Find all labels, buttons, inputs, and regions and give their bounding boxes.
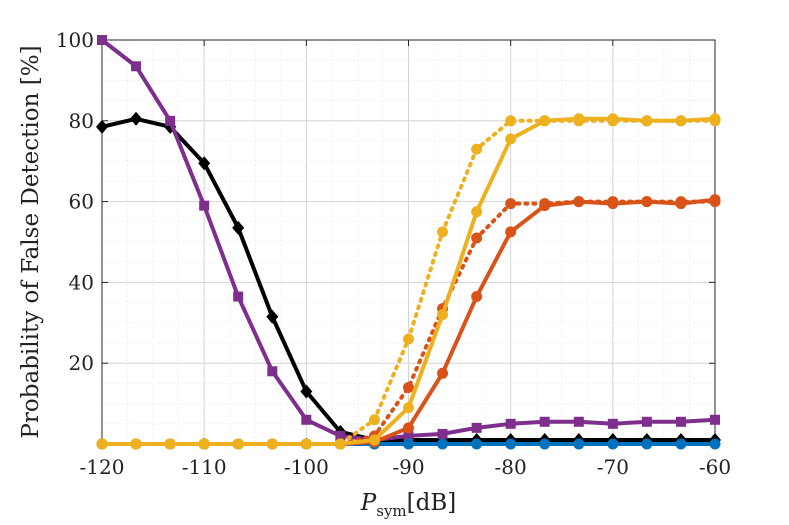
data-point <box>505 418 516 429</box>
data-point <box>505 198 517 210</box>
data-point <box>505 133 517 145</box>
data-point <box>607 438 619 450</box>
data-point <box>437 428 448 439</box>
data-point <box>232 220 245 235</box>
data-point <box>471 438 483 450</box>
data-point <box>675 416 686 427</box>
data-point <box>675 198 687 210</box>
x-axis-label-symbol: P <box>360 490 377 516</box>
series-purple-square <box>97 35 720 445</box>
data-point <box>710 414 720 425</box>
data-point <box>403 430 414 441</box>
data-point <box>607 418 618 429</box>
data-point <box>573 113 585 125</box>
data-point <box>437 438 449 450</box>
data-point <box>198 156 211 171</box>
y-tick-label: 20 <box>69 351 94 375</box>
axis-ticks: -120 -110 -100 -90 -80 -70 -60 20 40 60 80 100 <box>56 28 731 479</box>
x-axis-label: Psym[dB] <box>360 490 456 520</box>
data-point <box>437 226 449 238</box>
y-axis-label: Probability of False Detection [%] <box>18 45 44 438</box>
data-point <box>539 438 551 450</box>
x-tick-label: -90 <box>392 455 424 479</box>
data-point <box>709 113 721 125</box>
data-point <box>233 291 244 302</box>
data-point <box>232 438 244 450</box>
series-layer <box>96 35 721 450</box>
data-point <box>335 430 346 441</box>
x-tick-label: -70 <box>597 455 629 479</box>
data-point <box>641 438 653 450</box>
data-point <box>471 422 482 433</box>
y-tick-label: 100 <box>56 28 94 52</box>
data-point <box>266 309 279 324</box>
data-point <box>96 119 108 134</box>
data-point <box>641 196 653 208</box>
x-tick-label: -60 <box>699 455 731 479</box>
data-point <box>368 434 380 446</box>
data-point <box>266 438 278 450</box>
data-point <box>505 438 517 450</box>
data-point <box>675 438 687 450</box>
y-tick-label: 60 <box>69 190 94 214</box>
data-point <box>471 232 483 244</box>
data-point <box>505 115 517 127</box>
data-point <box>403 333 414 345</box>
data-point <box>573 196 585 208</box>
data-point <box>300 438 312 450</box>
data-point <box>675 115 687 127</box>
data-point <box>539 416 550 427</box>
x-axis-label-subscript: sym <box>376 502 406 520</box>
data-point <box>334 438 346 450</box>
data-point <box>471 291 483 303</box>
data-point <box>131 61 142 72</box>
data-point <box>573 438 585 450</box>
data-point <box>198 438 210 450</box>
x-tick-label: -120 <box>80 455 125 479</box>
data-point <box>505 226 517 238</box>
data-point <box>300 384 313 399</box>
y-tick-label: 40 <box>69 270 94 294</box>
x-tick-label: -100 <box>284 455 329 479</box>
data-point <box>607 113 619 125</box>
data-point <box>97 35 107 45</box>
data-point <box>368 414 380 426</box>
series-yellow-solid <box>96 113 721 450</box>
data-point <box>130 438 142 450</box>
data-point <box>403 402 414 414</box>
data-point <box>130 111 143 126</box>
data-point <box>96 438 108 450</box>
data-point <box>573 416 584 427</box>
data-point <box>301 414 312 425</box>
data-point <box>164 438 176 450</box>
data-point <box>709 438 721 450</box>
data-point <box>403 381 414 393</box>
data-point <box>539 115 551 127</box>
x-tick-label: -110 <box>182 455 227 479</box>
data-point <box>403 438 414 450</box>
data-point <box>471 206 483 218</box>
data-point <box>539 200 551 212</box>
data-point <box>437 367 449 379</box>
x-axis-label-unit: [dB] <box>407 490 457 516</box>
data-point <box>471 143 483 155</box>
data-point <box>709 194 721 206</box>
data-point <box>403 422 414 434</box>
data-point <box>641 416 652 427</box>
data-point <box>165 115 176 126</box>
y-tick-label: 80 <box>69 109 94 133</box>
data-point <box>437 309 449 321</box>
data-point <box>199 200 210 211</box>
data-point <box>267 366 278 377</box>
x-tick-label: -80 <box>495 455 527 479</box>
data-point <box>641 115 653 127</box>
data-point <box>607 198 619 210</box>
